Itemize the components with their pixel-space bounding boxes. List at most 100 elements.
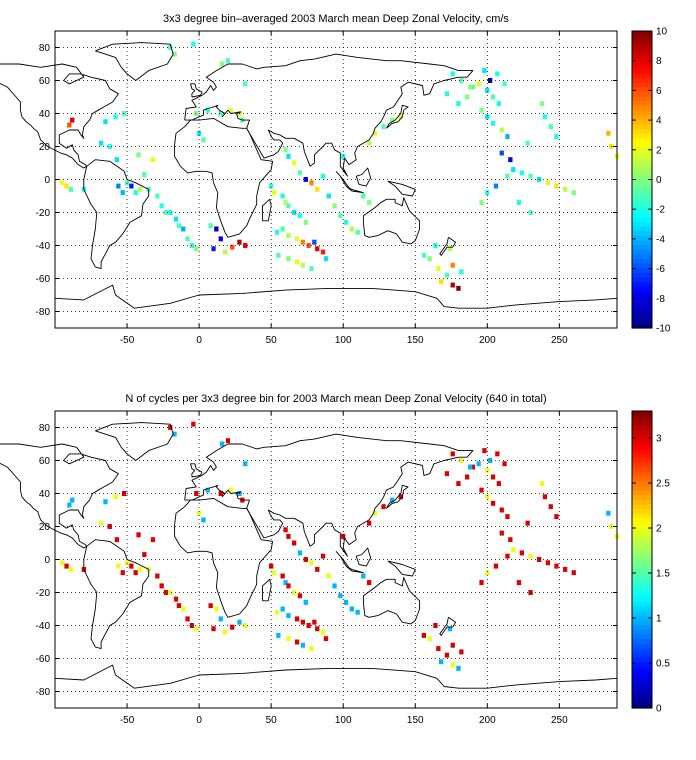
colorbar-segment: [632, 554, 652, 561]
bin-cell: [450, 662, 455, 668]
bin-cell: [542, 494, 548, 500]
colorbar-tick-label: 1.5: [656, 569, 670, 580]
colorbar-segment: [632, 54, 652, 60]
y-tick-label: -20: [36, 588, 51, 599]
bin-cell: [205, 487, 210, 493]
bin-cell: [456, 481, 461, 486]
chart-title: 3x3 degree bin–averaged 2003 March mean …: [163, 13, 509, 25]
bin-cell: [300, 642, 305, 648]
bin-cell: [571, 570, 576, 576]
colorbar-segment: [632, 536, 652, 542]
y-tick-label: 0: [44, 175, 50, 186]
bin-cell: [505, 553, 510, 559]
bin-cell: [276, 632, 281, 638]
colorbar-segment: [632, 119, 652, 125]
bin-cell: [142, 172, 147, 178]
bin-cell: [129, 563, 134, 569]
bin-cell: [450, 282, 455, 288]
bin-cell: [303, 557, 308, 562]
bin-cell: [243, 243, 248, 248]
colorbar-segment: [632, 193, 652, 199]
bin-cell: [228, 487, 233, 493]
bin-cell: [136, 152, 141, 158]
coastline: [386, 484, 409, 509]
bin-cell: [315, 626, 320, 632]
colorbar-segment: [632, 466, 652, 472]
colorbar-segment: [632, 517, 652, 523]
colorbar-segment: [632, 170, 652, 176]
colorbar-segment: [632, 100, 652, 106]
bin-cell: [122, 491, 127, 496]
bin-cell: [525, 140, 530, 146]
bin-cell: [545, 560, 550, 566]
bin-cell: [367, 520, 372, 526]
colorbar-segment: [632, 596, 652, 602]
y-tick-label: -60: [36, 654, 51, 665]
bin-cell: [294, 616, 300, 622]
colorbar-segment: [632, 105, 652, 111]
bin-cell: [67, 502, 72, 508]
coastline: [362, 577, 421, 625]
bin-cell: [490, 500, 496, 506]
bin-cell: [421, 632, 426, 638]
bin-cell: [459, 78, 464, 83]
bin-cell: [283, 580, 288, 586]
bin-cell: [230, 244, 235, 250]
colorbar-segment: [632, 540, 652, 547]
colorbar-segment: [632, 610, 652, 616]
bin-cell: [220, 61, 225, 67]
x-tick-label: 100: [335, 335, 352, 346]
bin-cell: [323, 636, 329, 642]
colorbar-tick-label: 3: [656, 434, 662, 445]
bin-cell: [499, 530, 504, 536]
coastline: [335, 171, 364, 194]
colorbar-segment: [632, 666, 652, 672]
colorbar-segment: [632, 160, 652, 167]
colorbar-segment: [632, 462, 652, 468]
bin-cell: [225, 438, 231, 444]
x-tick-label: 150: [407, 715, 424, 726]
bin-cell: [286, 636, 291, 642]
y-tick-label: -40: [36, 621, 51, 632]
colorbar-segment: [632, 225, 652, 232]
bin-cell: [168, 45, 173, 50]
colorbar-tick-label: 8: [656, 56, 662, 67]
y-tick-label: 60: [39, 456, 51, 467]
colorbar-tick-label: -4: [656, 234, 665, 245]
bin-cell: [286, 583, 291, 589]
bin-cell: [548, 124, 553, 130]
bin-cell: [208, 603, 213, 609]
x-tick-label: 0: [196, 335, 202, 346]
colorbar-segment: [632, 656, 652, 663]
y-tick-label: -80: [36, 307, 51, 318]
bin-cell: [606, 510, 611, 516]
bin-cell: [286, 533, 291, 539]
bin-cell: [349, 606, 354, 612]
bin-cell: [528, 553, 533, 559]
bin-cell: [367, 140, 372, 146]
colorbar-segment: [632, 680, 652, 686]
coastline: [83, 159, 150, 270]
colorbar-segment: [632, 244, 652, 250]
bin-cell: [479, 200, 484, 205]
bin-cell: [181, 606, 186, 612]
bin-cell: [300, 619, 305, 625]
bin-cell: [294, 236, 300, 242]
bin-cell: [554, 514, 559, 520]
bin-cell: [159, 583, 164, 589]
bin-cell: [502, 81, 507, 87]
bin-cell: [297, 550, 303, 556]
bin-cell: [436, 266, 441, 271]
colorbar-tick-label: 1: [656, 614, 662, 625]
bin-cell: [485, 87, 490, 93]
y-tick-label: 80: [39, 43, 51, 54]
bin-cell: [519, 550, 524, 556]
colorbar-segment: [632, 263, 652, 269]
colorbar-segment: [632, 415, 652, 421]
colorbar-segment: [632, 675, 652, 681]
colorbar-segment: [632, 480, 652, 486]
bin-cell: [343, 599, 349, 605]
colorbar-segment: [632, 513, 652, 519]
coastline: [355, 167, 372, 187]
